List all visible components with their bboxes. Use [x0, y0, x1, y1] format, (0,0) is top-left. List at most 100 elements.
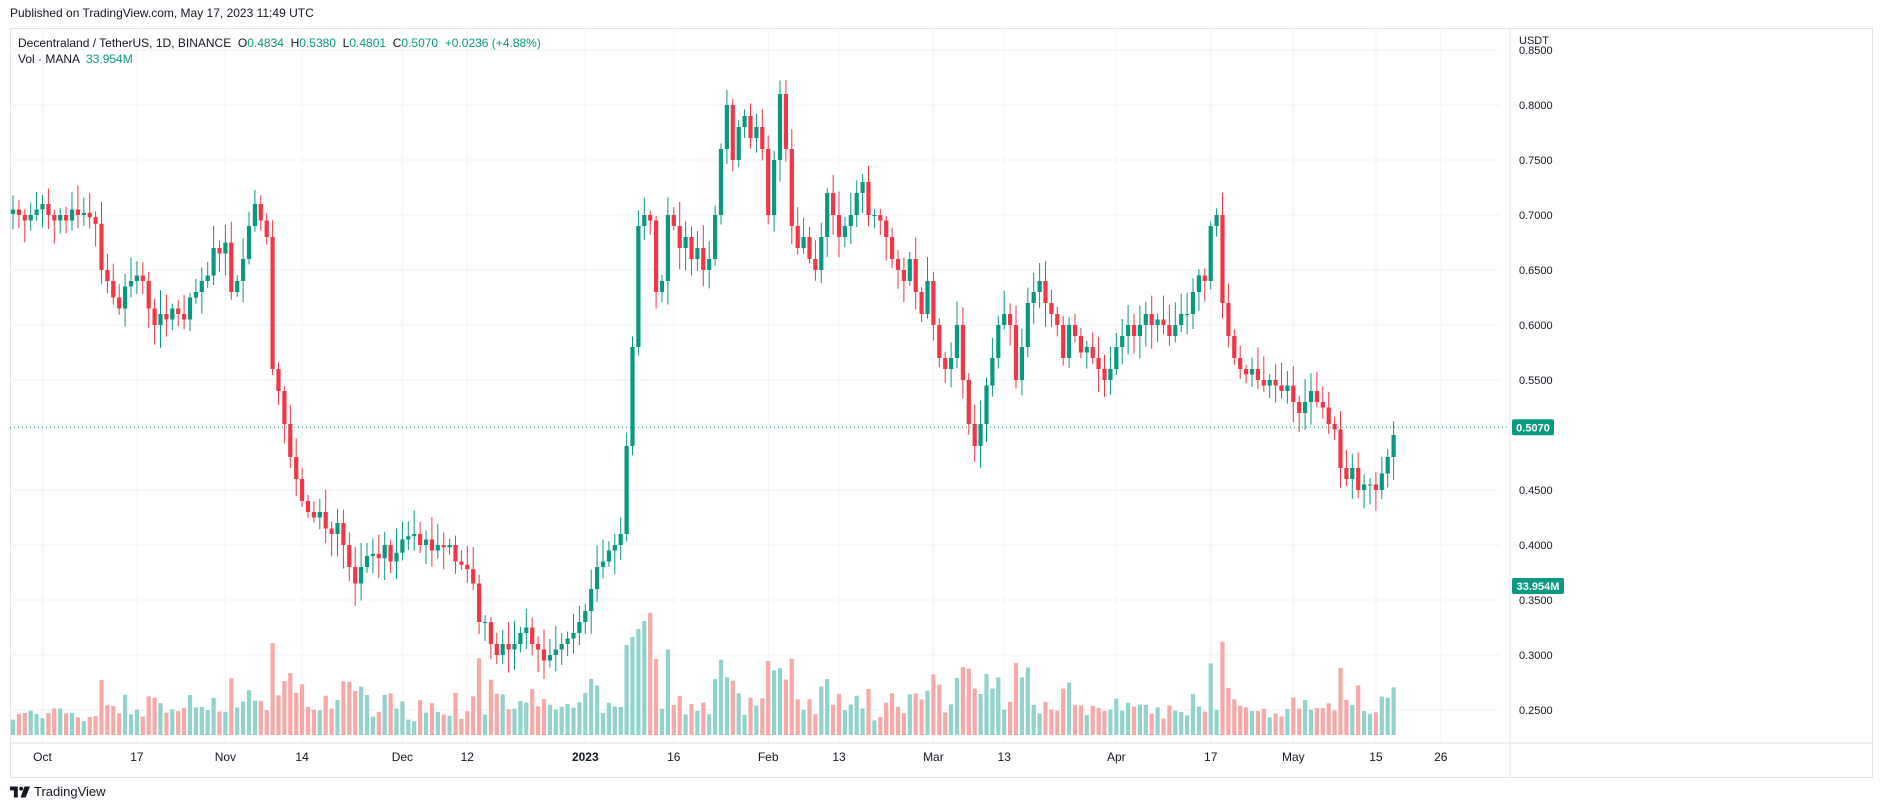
candle-body — [276, 369, 281, 391]
volume-bar — [636, 629, 641, 735]
candle-body — [624, 446, 629, 534]
x-tick-label: Apr — [1107, 750, 1126, 764]
volume-bar — [400, 701, 405, 735]
volume-legend: Vol · MANA 33.954M — [18, 52, 133, 66]
candle-body — [488, 622, 493, 644]
candle-body — [606, 550, 611, 562]
candle-body — [264, 220, 269, 237]
volume-bar — [294, 692, 299, 735]
candle-body — [435, 545, 440, 551]
volume-bar — [276, 695, 281, 735]
volume-bar — [1220, 641, 1225, 735]
volume-bar — [1273, 713, 1278, 735]
volume-bar — [1137, 704, 1142, 735]
candle-body — [1108, 369, 1113, 380]
candle-body — [1226, 303, 1231, 336]
candle-body — [418, 534, 423, 545]
candle-body — [659, 281, 665, 292]
candle-body — [1126, 325, 1131, 336]
high-value: 0.5380 — [299, 36, 336, 50]
volume-bar — [783, 679, 788, 735]
volume-bar — [553, 709, 558, 735]
volume-bar — [524, 702, 529, 735]
candle-body — [477, 583, 482, 622]
volume-bar — [382, 694, 387, 735]
candle-body — [1149, 314, 1154, 325]
volume-bar — [748, 697, 753, 735]
candle-body — [760, 127, 765, 149]
volume-bar — [1232, 699, 1237, 735]
volume-bar — [311, 709, 316, 735]
volume-bar — [1067, 682, 1072, 735]
candle-body — [99, 223, 104, 270]
candle-body — [105, 270, 110, 281]
candle-body — [589, 589, 594, 611]
volume-bar — [990, 688, 995, 735]
volume-bar — [64, 713, 69, 735]
candle-body — [777, 94, 783, 160]
volume-bar — [713, 679, 718, 735]
candle-body — [1261, 380, 1266, 386]
candle-body — [353, 567, 358, 584]
candle-body — [571, 633, 576, 639]
volume-bar — [1320, 708, 1325, 735]
candle-body — [1185, 314, 1190, 315]
candle-body — [246, 226, 252, 259]
y-tick-label: 0.4000 — [1519, 540, 1553, 552]
candle-body — [1072, 325, 1078, 336]
volume-bar — [1072, 705, 1078, 735]
volume-bar — [1078, 705, 1083, 735]
candle-body — [1356, 468, 1361, 490]
volume-bar — [282, 681, 287, 735]
candle-body — [836, 215, 842, 237]
candle-body — [996, 325, 1001, 358]
candle-body — [1379, 473, 1384, 490]
volume-bar — [193, 707, 198, 735]
candle-body — [199, 281, 204, 292]
candle-body — [311, 512, 316, 518]
candle-body — [146, 281, 151, 309]
volume-bar — [866, 688, 871, 735]
volume-bar — [211, 697, 216, 735]
candle-body — [536, 644, 541, 650]
candle-body — [182, 314, 187, 320]
volume-bar — [606, 702, 611, 735]
volume-bar — [223, 711, 228, 735]
candle-body — [282, 391, 287, 424]
candle-body — [359, 567, 364, 584]
candle-body — [1332, 424, 1337, 430]
candle-body — [1037, 281, 1042, 292]
candle-body — [1279, 385, 1284, 391]
candle-body — [335, 523, 340, 534]
volume-bar — [1149, 713, 1154, 735]
x-tick-label: 17 — [1204, 750, 1218, 764]
volume-bar — [1190, 694, 1196, 735]
volume-bar — [518, 701, 523, 735]
candle-body — [1285, 385, 1290, 391]
volume-bar — [1261, 708, 1266, 735]
volume-bar — [217, 711, 222, 735]
volume-bar — [134, 709, 139, 735]
candle-body — [1019, 347, 1024, 380]
candle-body — [16, 209, 21, 215]
volume-bar — [364, 695, 370, 735]
candle-body — [1297, 402, 1302, 413]
price-chart[interactable]: 0.8500 0.8000 0.7500 0.7000 0.6500 0.6000 0.55… — [10, 28, 1873, 778]
candle-body — [1202, 275, 1207, 281]
candle-body — [825, 193, 830, 237]
volume-bar — [22, 712, 27, 735]
candle-body — [913, 259, 918, 292]
candle-body — [441, 545, 446, 548]
y-tick-label: 0.3500 — [1519, 595, 1553, 607]
volume-bar — [152, 697, 157, 735]
candle-body — [754, 127, 759, 138]
volume-bar — [536, 706, 541, 735]
candle-body — [559, 644, 564, 650]
volume-bar — [252, 700, 257, 735]
volume-bar — [1379, 696, 1384, 735]
candle-body — [972, 424, 977, 446]
volume-bar — [158, 703, 163, 735]
candle-body — [1090, 347, 1095, 358]
volume-bar — [1291, 697, 1296, 735]
candle-body — [565, 638, 570, 644]
